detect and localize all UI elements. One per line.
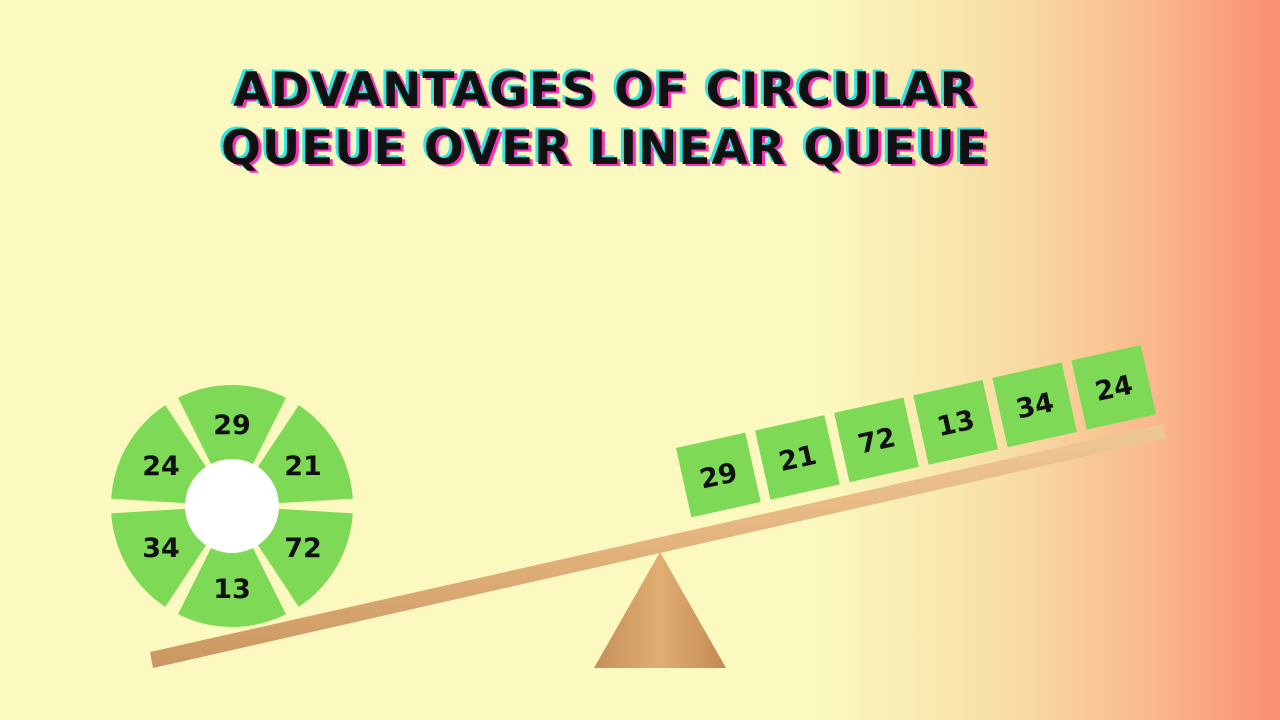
linear-queue: 29 21 72 13 34 24 [676,344,1157,518]
linear-queue-cell [1071,344,1157,430]
title-line-2: QUEUE OVER LINEAR QUEUE [221,121,989,176]
circular-queue-segment [178,384,286,506]
title-line-1: ADVANTAGES OF CIRCULAR [233,63,977,118]
circular-queue-value: 21 [284,451,322,482]
circular-queue-value: 34 [142,533,180,564]
linear-queue-cell [913,380,998,465]
circular-queue-center [185,459,279,553]
seesaw-plank [150,424,1166,668]
circular-queue-value: 72 [284,533,322,564]
circular-queue-value: 29 [213,410,251,441]
circular-queue-value: 24 [142,451,180,482]
circular-queue-segment [178,506,286,628]
linear-queue-cell [834,397,919,483]
circular-queue-value: 13 [213,574,251,605]
linear-queue-cell [755,415,840,500]
page-title: ADVANTAGES OF CIRCULAR QUEUE OVER LINEAR… [0,62,1210,178]
linear-queue-cell [992,362,1078,448]
seesaw-fulcrum [594,552,726,668]
linear-queue-cell [676,432,761,518]
circular-queue: 29 21 72 13 34 24 [111,384,353,628]
